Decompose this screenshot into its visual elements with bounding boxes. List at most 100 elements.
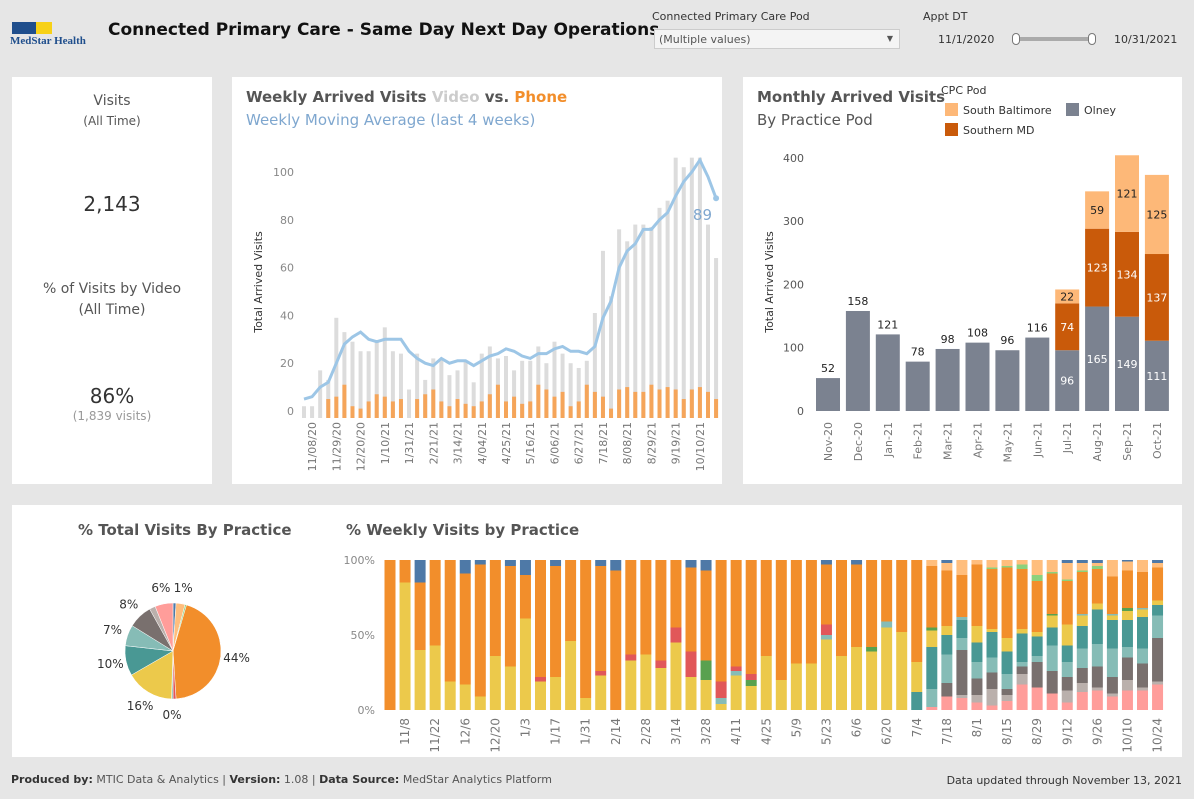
- data-label: 158: [847, 295, 868, 308]
- x-tick-label: 8/15: [1000, 718, 1014, 745]
- pct-segment-dkgray: [1121, 657, 1133, 680]
- video-bar: [706, 224, 710, 418]
- slider-end-handle[interactable]: [1088, 33, 1096, 45]
- pct-segment-dkgray: [1152, 638, 1164, 682]
- data-label: 74: [1060, 321, 1074, 334]
- monthly-bar-olney: [1115, 316, 1139, 411]
- video-pct-value: 86%: [89, 384, 135, 408]
- pct-segment-ltteal: [926, 689, 938, 707]
- pct-segment-blue: [685, 560, 697, 568]
- phone-bar: [633, 391, 638, 418]
- phone-bar: [697, 387, 702, 418]
- phone-bar: [326, 399, 331, 418]
- pct-segment-green: [1046, 614, 1058, 616]
- pct-segment-yellow: [1137, 609, 1148, 617]
- pct-segment-yellow: [775, 680, 787, 710]
- pct-segment-blue: [851, 560, 863, 565]
- x-tick-label: 6/27/21: [573, 422, 586, 464]
- pct-segment-blue: [519, 560, 531, 575]
- video-bar: [471, 382, 476, 418]
- pct-segment-orange: [1106, 576, 1118, 614]
- phone-bar: [512, 396, 517, 418]
- pct-segment-teal: [1076, 626, 1088, 649]
- y-tick-label: 80: [280, 214, 294, 227]
- pct-segment-lgreen: [1061, 579, 1073, 581]
- pct-segment-red: [820, 624, 832, 635]
- data-label: 137: [1146, 291, 1167, 304]
- slider-start-handle[interactable]: [1012, 33, 1020, 45]
- pct-segment-lorange: [1137, 560, 1148, 572]
- x-tick-label: 8/29/21: [645, 422, 658, 464]
- phone-bar: [358, 408, 363, 418]
- pct-segment-teal: [1001, 651, 1013, 674]
- x-tick-label: 6/06/21: [548, 422, 561, 464]
- pod-filter-dropdown[interactable]: (Multiple values) ▼: [654, 29, 900, 49]
- pct-segment-ltteal: [971, 662, 983, 679]
- pct-segment-yellow: [715, 704, 727, 710]
- x-tick-label: 6/6: [850, 718, 864, 737]
- pct-segment-ltgray: [1106, 693, 1118, 697]
- pct-segment-blue: [1152, 560, 1164, 563]
- pct-segment-ltteal: [1091, 644, 1103, 667]
- pct-segment-green: [745, 680, 757, 686]
- data-label: 149: [1117, 358, 1138, 371]
- pct-segment-dkgray: [1091, 666, 1103, 688]
- phone-bar: [431, 389, 436, 418]
- pct-segment-lorange: [1106, 560, 1118, 577]
- pct-segment-orange: [670, 560, 682, 628]
- pct-segment-dkgray: [1001, 689, 1013, 695]
- pct-segment-orange: [775, 560, 787, 680]
- medstar-logo: MedStar Health: [10, 22, 90, 47]
- pct-segment-orange: [986, 569, 998, 629]
- y-tick-label: 0: [797, 405, 804, 418]
- pct-segment-yellow: [474, 696, 486, 710]
- date-end: 10/31/2021: [1114, 33, 1178, 46]
- pct-segment-ltteal: [1031, 656, 1043, 662]
- pct-segment-ltgray: [1061, 690, 1073, 703]
- x-tick-label: 4/04/21: [476, 422, 489, 464]
- monthly-bar-olney: [816, 378, 840, 411]
- pct-segment-pink: [971, 702, 983, 710]
- x-tick-label: 5/16/21: [524, 422, 537, 464]
- pct-segment-yellow: [986, 629, 998, 632]
- date-range-slider[interactable]: [1012, 33, 1096, 45]
- legend-item: Southern MD: [963, 124, 1035, 137]
- pie-slice: [131, 650, 174, 700]
- pct-segment-pink: [1061, 702, 1073, 710]
- x-tick-label: Dec-20: [852, 422, 865, 461]
- x-tick-label: 6/20: [880, 718, 894, 745]
- pct-segment-dkgray: [986, 672, 998, 689]
- phone-bar: [544, 389, 549, 418]
- phone-bar: [334, 396, 339, 418]
- pct-segment-pink: [1121, 690, 1133, 710]
- phone-bar: [600, 396, 605, 418]
- pie-slice: [172, 604, 222, 700]
- pct-segment-teal: [971, 642, 983, 662]
- phone-bar: [423, 394, 428, 418]
- video-title: % of Visits by Video: [42, 281, 182, 297]
- pct-segment-ltgray: [1152, 681, 1164, 685]
- data-label: 108: [967, 327, 988, 340]
- pct-segment-teal: [1061, 645, 1073, 662]
- x-tick-label: 10/10: [1120, 718, 1134, 753]
- phone-bar: [568, 406, 573, 418]
- video-bar: [657, 207, 662, 418]
- y-tick-label: 20: [280, 357, 294, 370]
- pct-segment-ltteal: [820, 635, 832, 640]
- pct-segment-teal: [1106, 620, 1118, 649]
- phone-bar: [592, 391, 597, 418]
- x-tick-label: 4/11: [729, 718, 743, 745]
- pct-segment-dkgray: [1046, 671, 1058, 694]
- x-tick-label: Jul-21: [1061, 422, 1074, 454]
- pct-segment-ltteal: [956, 638, 968, 650]
- video-bar: [673, 157, 678, 418]
- data-label: 96: [1000, 334, 1014, 347]
- x-tick-label: Sep-21: [1121, 422, 1134, 461]
- visits-title: Visits: [93, 93, 131, 109]
- legend-swatch: [1066, 103, 1079, 116]
- data-label: 165: [1087, 353, 1108, 366]
- pct-segment-orange: [866, 560, 878, 647]
- pct-segment-yellow: [911, 662, 923, 692]
- data-label: 78: [911, 346, 925, 359]
- y-axis-title: Total Arrived Visits: [763, 231, 776, 334]
